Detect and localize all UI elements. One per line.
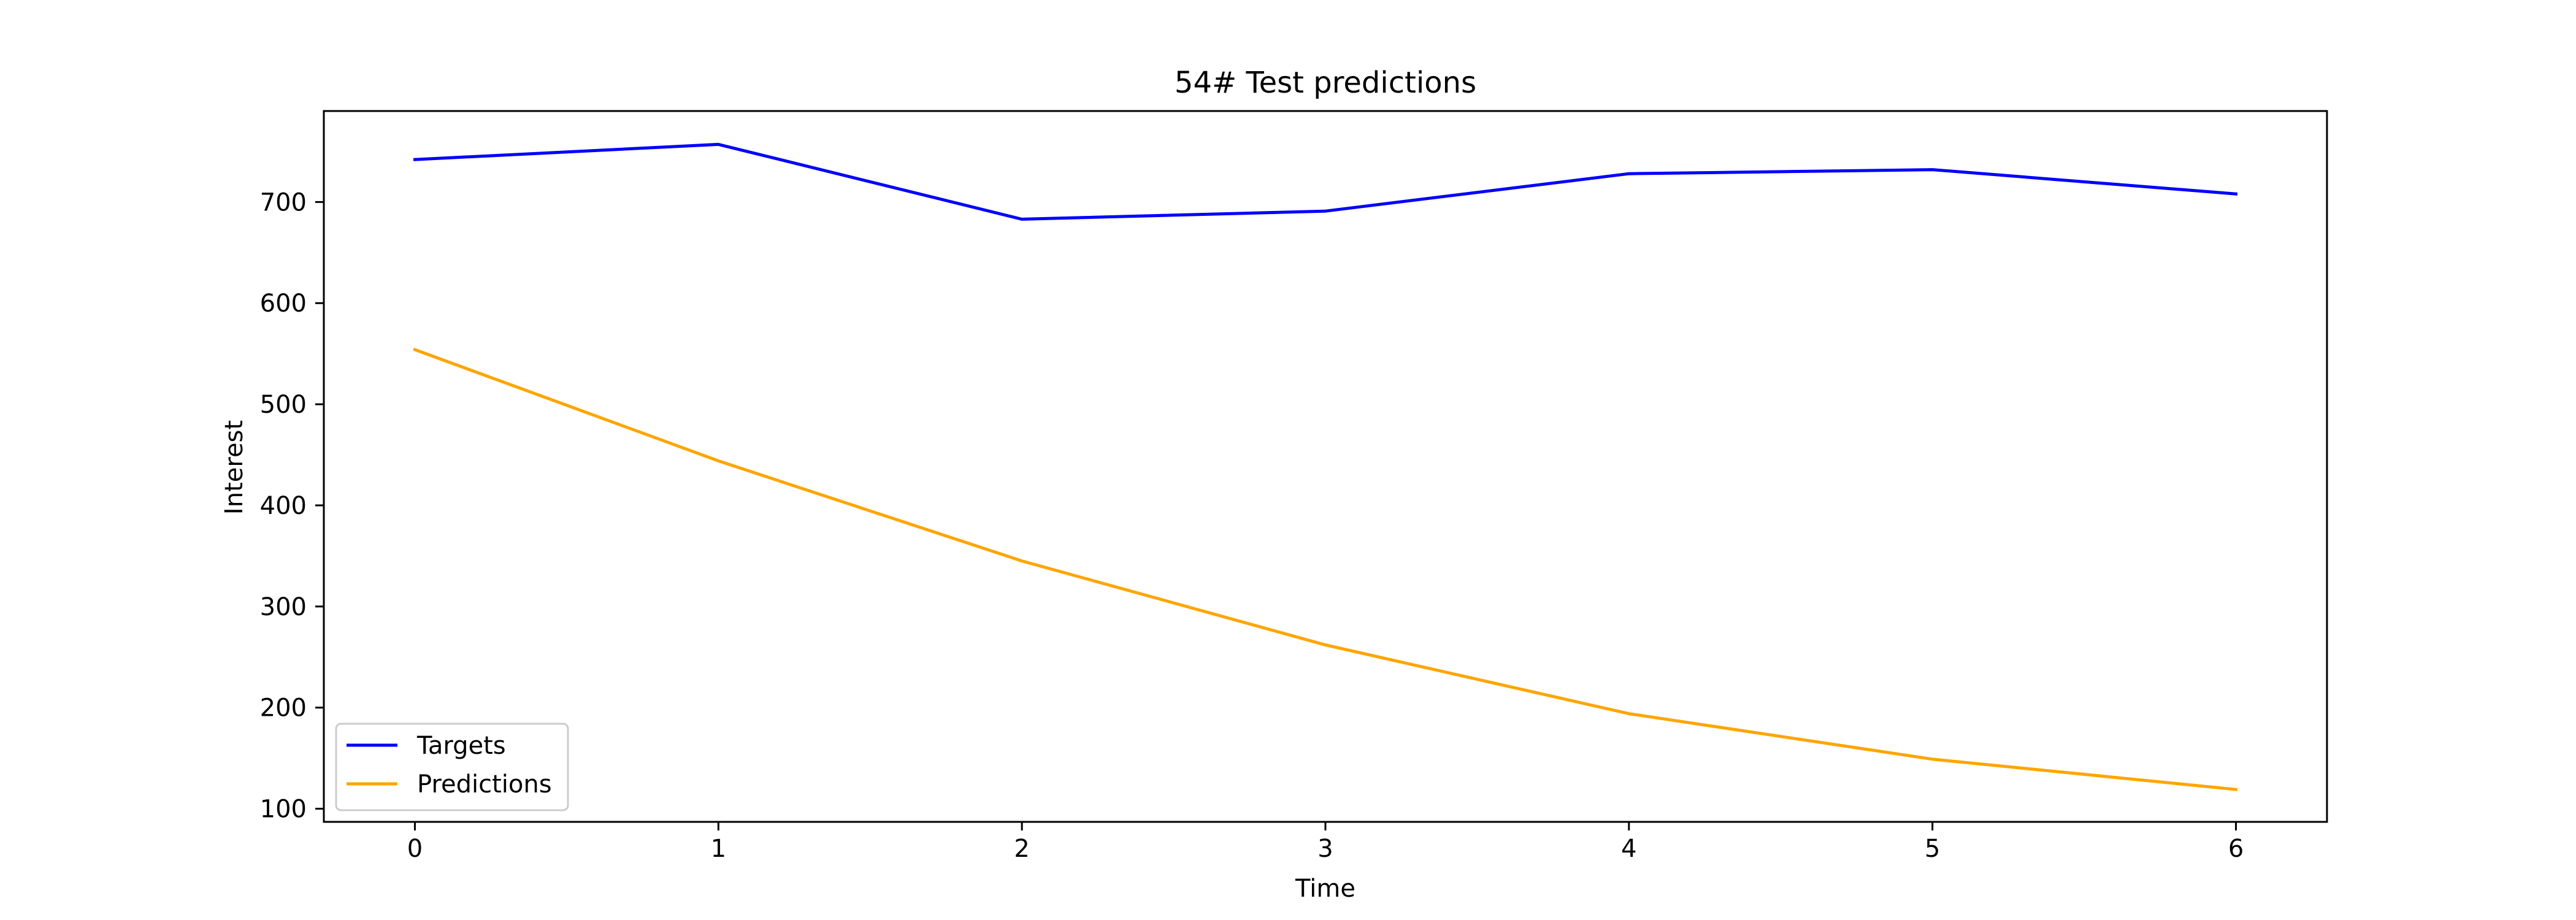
x-tick-label: 3 — [1317, 835, 1333, 863]
series-line-predictions — [413, 347, 2238, 791]
series-line-targets — [413, 142, 2238, 221]
x-tick-label: 0 — [407, 835, 423, 863]
y-tick-label: 100 — [260, 795, 307, 824]
plot-frame — [323, 110, 2328, 823]
legend-label-predictions: Predictions — [417, 770, 552, 799]
x-tick-label: 6 — [2228, 835, 2244, 863]
series-layer — [413, 142, 2238, 791]
chart-title: 54# Test predictions — [1175, 66, 1476, 100]
x-axis: 0 1 2 3 4 5 6 — [407, 822, 2244, 863]
x-tick-label: 2 — [1014, 835, 1029, 863]
legend-label-targets: Targets — [416, 732, 506, 760]
y-axis-label: Interest — [220, 420, 248, 515]
y-tick-label: 600 — [260, 289, 307, 318]
y-tick-label: 400 — [260, 492, 307, 520]
y-tick-label: 200 — [260, 694, 307, 723]
x-tick-label: 4 — [1621, 835, 1636, 863]
y-tick-label: 300 — [260, 593, 307, 621]
y-axis: 100 200 300 400 500 600 700 — [260, 188, 324, 824]
legend: Targets Predictions — [335, 723, 569, 811]
x-tick-label: 5 — [1925, 835, 1940, 863]
x-tick-label: 1 — [711, 835, 726, 863]
x-axis-label: Time — [1295, 875, 1355, 903]
y-tick-label: 500 — [260, 391, 307, 419]
y-tick-label: 700 — [260, 188, 307, 217]
